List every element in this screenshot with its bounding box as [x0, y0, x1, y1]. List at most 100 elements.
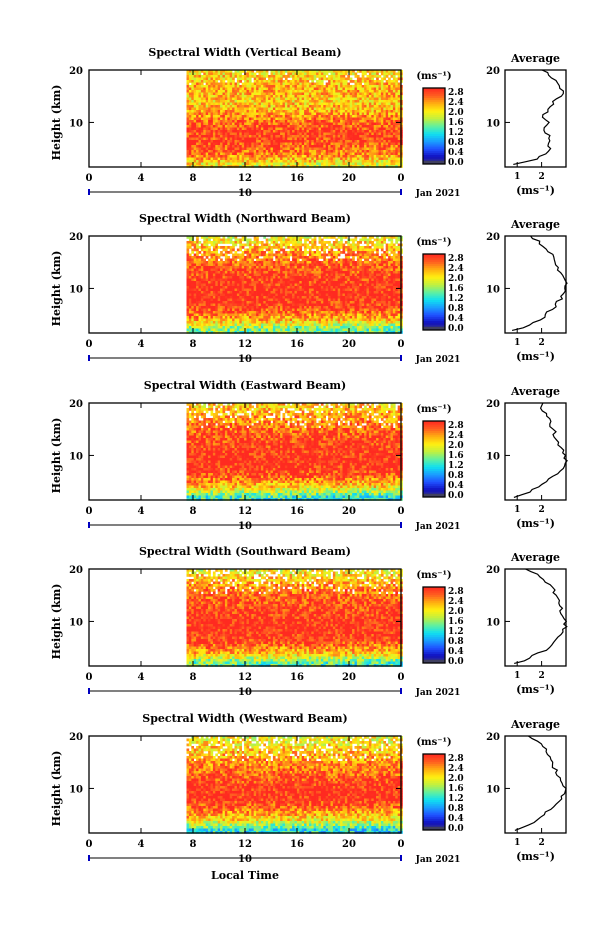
x-tick-label: 20: [342, 839, 356, 850]
heatmap-cells: [186, 736, 403, 834]
colorbar-tick-label: 2.0: [448, 774, 464, 784]
day-label: 10: [238, 687, 252, 698]
colorbar-unit: (ms⁻¹): [416, 570, 451, 581]
panel-title: Spectral Width (Vertical Beam): [148, 46, 341, 59]
y-tick-label: 10: [69, 617, 83, 628]
y-tick-label: 20: [69, 66, 83, 77]
colorbar-tick-label: 0.8: [448, 304, 464, 314]
average-unit: (ms⁻¹): [516, 850, 555, 863]
x-tick-label: 12: [238, 506, 252, 517]
average-y-tick-label: 20: [486, 732, 500, 743]
x-axis-label: Local Time: [211, 869, 279, 882]
x-tick-label: 4: [138, 839, 145, 850]
average-title: Average: [510, 218, 560, 231]
average-title: Average: [510, 52, 560, 65]
x-tick-label: 0: [86, 339, 93, 350]
heatmap-cells: [186, 403, 403, 501]
colorbar-tick-label: 2.8: [448, 254, 464, 264]
colorbar-tick-label: 0.8: [448, 471, 464, 481]
y-tick-label: 20: [69, 732, 83, 743]
date-label: Jan 2021: [415, 855, 461, 865]
colorbar: [423, 88, 445, 165]
colorbar-tick-label: 0.0: [448, 657, 464, 667]
average-x-tick-label: 2: [538, 338, 544, 348]
colorbar-tick-label: 1.6: [448, 784, 464, 794]
panel-4: Spectral Width (Southward Beam)1020Heigh…: [50, 545, 568, 698]
colorbar-unit: (ms⁻¹): [416, 404, 451, 415]
x-tick-label: 8: [190, 173, 197, 184]
x-tick-label: 8: [190, 506, 197, 517]
x-tick-label: 0: [86, 506, 93, 517]
average-unit: (ms⁻¹): [516, 350, 555, 363]
colorbar-tick-label: 2.4: [448, 597, 464, 607]
panel-title: Spectral Width (Eastward Beam): [144, 379, 346, 392]
date-label: Jan 2021: [415, 355, 461, 365]
average-unit: (ms⁻¹): [516, 184, 555, 197]
average-frame: [504, 69, 567, 168]
y-axis-label: Height (km): [50, 251, 63, 327]
average-y-tick-label: 10: [486, 284, 500, 295]
colorbar-tick-label: 1.6: [448, 284, 464, 294]
date-label: Jan 2021: [415, 688, 461, 698]
colorbar-tick-label: 1.2: [448, 128, 464, 138]
colorbar-tick-label: 2.8: [448, 754, 464, 764]
panel-2: Spectral Width (Northward Beam)1020Heigh…: [50, 212, 568, 365]
average-unit: (ms⁻¹): [516, 517, 555, 530]
colorbar: [423, 587, 445, 664]
colorbar-tick-label: 2.8: [448, 88, 464, 98]
y-tick-label: 20: [69, 565, 83, 576]
y-axis-label: Height (km): [50, 418, 63, 494]
colorbar-tick-label: 1.2: [448, 294, 464, 304]
colorbar-tick-label: 1.2: [448, 461, 464, 471]
average-y-tick-label: 20: [486, 565, 500, 576]
average-x-tick-label: 1: [514, 671, 520, 681]
colorbar-tick-label: 2.8: [448, 421, 464, 431]
y-tick-label: 20: [69, 232, 83, 243]
colorbar-tick-label: 2.4: [448, 764, 464, 774]
average-frame: [504, 235, 567, 334]
average-profile-line: [513, 402, 568, 498]
colorbar-unit: (ms⁻¹): [416, 237, 451, 248]
x-tick-label: 0: [398, 672, 405, 683]
heatmap-cells: [186, 70, 403, 168]
colorbar-tick-label: 0.4: [448, 314, 464, 324]
x-tick-label: 12: [238, 339, 252, 350]
date-label: Jan 2021: [415, 189, 461, 199]
x-tick-label: 0: [398, 839, 405, 850]
x-tick-label: 20: [342, 672, 356, 683]
day-label: 10: [238, 354, 252, 365]
day-label: 10: [238, 188, 252, 199]
average-y-tick-label: 10: [486, 617, 500, 628]
average-x-tick-label: 2: [538, 505, 544, 515]
y-tick-label: 10: [69, 451, 83, 462]
average-profile-line: [513, 69, 565, 165]
average-x-tick-label: 2: [538, 172, 544, 182]
average-y-tick-label: 20: [486, 66, 500, 77]
average-y-tick-label: 20: [486, 399, 500, 410]
colorbar-tick-label: 1.2: [448, 627, 464, 637]
y-axis-label: Height (km): [50, 85, 63, 161]
y-tick-label: 10: [69, 284, 83, 295]
colorbar-tick-label: 2.0: [448, 441, 464, 451]
average-x-tick-label: 1: [514, 172, 520, 182]
colorbar-unit: (ms⁻¹): [416, 71, 451, 82]
y-tick-label: 10: [69, 784, 83, 795]
colorbar-tick-label: 2.8: [448, 587, 464, 597]
average-frame: [504, 735, 567, 834]
colorbar-frame: [422, 586, 446, 664]
colorbar-tick-label: 2.4: [448, 431, 464, 441]
colorbar-frame: [422, 753, 446, 831]
colorbar-tick-label: 1.6: [448, 617, 464, 627]
x-tick-label: 0: [398, 506, 405, 517]
colorbar-tick-label: 1.6: [448, 118, 464, 128]
x-tick-label: 16: [290, 506, 304, 517]
colorbar-tick-label: 0.0: [448, 491, 464, 501]
y-axis-label: Height (km): [50, 751, 63, 827]
colorbar: [423, 254, 445, 331]
x-tick-label: 0: [86, 672, 93, 683]
average-y-tick-label: 10: [486, 784, 500, 795]
colorbar-frame: [422, 253, 446, 331]
x-tick-label: 12: [238, 173, 252, 184]
panel-title: Spectral Width (Northward Beam): [139, 212, 351, 225]
